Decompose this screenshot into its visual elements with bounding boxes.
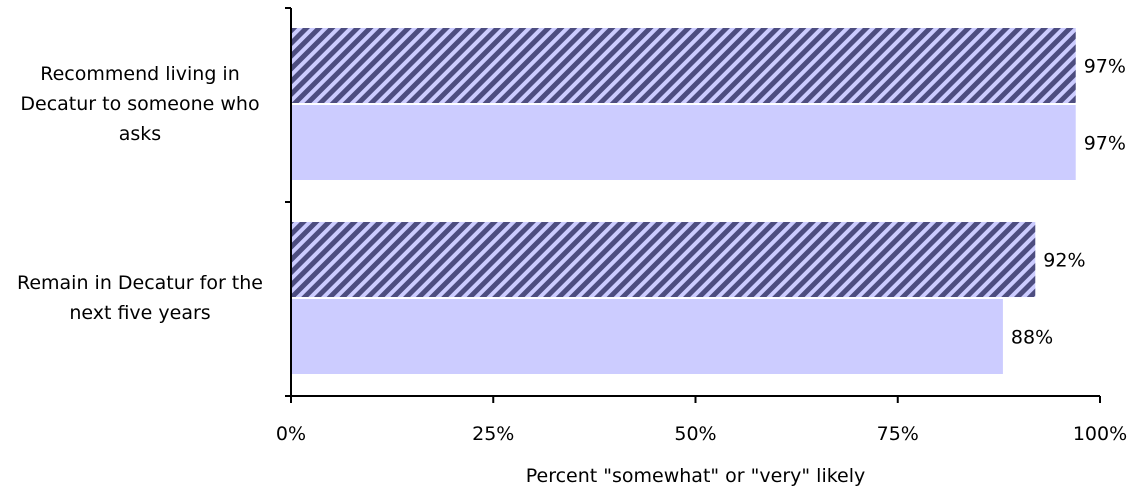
data-label-0-1: 92% (1043, 250, 1085, 272)
data-label-1-0: 97% (1084, 133, 1126, 155)
category-label-0: Recommend living in Decatur to someone wh… (20, 63, 259, 145)
x-tick-label-2: 50% (674, 423, 716, 445)
bar-solid-1 (291, 299, 1003, 374)
x-axis-title: Percent "somewhat" or "very" likely (526, 465, 866, 487)
data-label-1-1: 88% (1011, 327, 1053, 349)
category-label-1: Remain in Decatur for the next five years (17, 272, 263, 324)
x-tick-label-1: 25% (472, 423, 514, 445)
x-tick-label-3: 75% (877, 423, 919, 445)
x-tick-label-4: 100% (1073, 423, 1127, 445)
bars-layer (291, 28, 1076, 374)
labels-layer: 97% 97% Recommend living in Decatur to some… (17, 56, 1127, 446)
x-tick-label-0: 0% (276, 423, 306, 445)
bar-striped-1 (291, 222, 1036, 297)
bar-solid-0 (291, 105, 1076, 180)
data-label-0-0: 97% (1084, 56, 1126, 78)
bar-striped-0 (291, 28, 1076, 103)
axes-layer (285, 7, 1101, 403)
